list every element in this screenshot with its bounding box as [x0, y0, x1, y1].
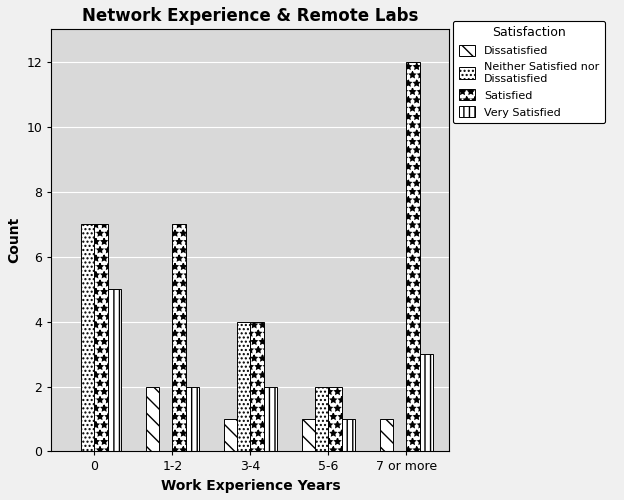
Bar: [263, 386, 277, 452]
X-axis label: Work Experience Years: Work Experience Years: [160, 479, 340, 493]
Bar: [315, 386, 328, 452]
Bar: [107, 289, 121, 452]
Y-axis label: Count: Count: [7, 217, 21, 264]
Bar: [419, 354, 433, 452]
Bar: [341, 419, 355, 452]
Bar: [237, 322, 250, 452]
Bar: [146, 386, 159, 452]
Bar: [94, 224, 107, 452]
Bar: [250, 322, 263, 452]
Legend: Dissatisfied, Neither Satisfied nor
Dissatisfied, Satisfied, Very Satisfied: Dissatisfied, Neither Satisfied nor Diss…: [453, 21, 605, 123]
Bar: [185, 386, 199, 452]
Title: Network Experience & Remote Labs: Network Experience & Remote Labs: [82, 7, 419, 25]
Bar: [302, 419, 315, 452]
Bar: [406, 62, 419, 452]
Bar: [380, 419, 393, 452]
Bar: [224, 419, 237, 452]
Bar: [328, 386, 341, 452]
Bar: [172, 224, 185, 452]
Bar: [81, 224, 94, 452]
